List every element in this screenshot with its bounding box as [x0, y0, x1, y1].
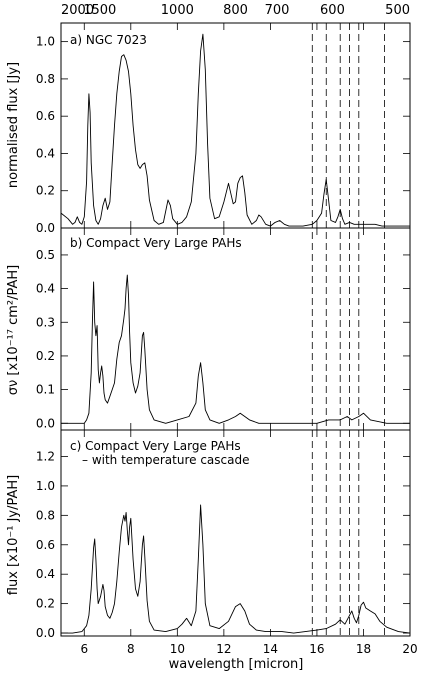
panel-b-ytick-label: 0.2 — [36, 349, 55, 363]
panel-a-ytick-label: 0.8 — [36, 72, 55, 86]
panel-a-ytick-label: 0.2 — [36, 184, 55, 198]
panel-b-ytick-label: 0.0 — [36, 416, 55, 430]
panel-c-label: c) Compact Very Large PAHs — [70, 439, 241, 453]
panel-a-ticks: 0.0 0.2 0.4 0.6 0.8 1.0 — [36, 23, 411, 235]
panel-c-ticks: 0.0 0.2 0.4 0.6 0.8 1.0 1.2 — [36, 430, 411, 640]
x-tick-label: 14 — [263, 642, 278, 656]
panel-c-ytick-label: 0.0 — [36, 626, 55, 640]
panel-a-ytick-label: 0.4 — [36, 146, 55, 160]
panel-c-ylabel: flux [x10⁻¹ Jy/PAH] — [6, 475, 21, 595]
panel-c-ytick-label: 0.8 — [36, 508, 55, 522]
panel-c-ytick-label: 0.4 — [36, 567, 55, 581]
panel-b-label: b) Compact Very Large PAHs — [70, 236, 242, 250]
top-axis-tick-label: 1500 — [83, 3, 116, 18]
panel-c-cascade-flux-line — [61, 504, 411, 634]
panel-b-ytick-label: 0.1 — [36, 383, 55, 397]
x-tick-label: 8 — [127, 642, 135, 656]
panel-c-ytick-label: 1.2 — [36, 449, 55, 463]
panel-b-ytick-label: 0.4 — [36, 282, 55, 296]
panel-b-ylabel: σν [x10⁻¹⁷ cm²/PAH] — [6, 265, 21, 396]
panel-c-frame — [60, 429, 411, 637]
panel-a-ytick-label: 1.0 — [36, 35, 55, 49]
x-tick-label: 18 — [356, 642, 371, 656]
panel-b-frame — [60, 227, 411, 431]
panel-c-ytick-label: 0.2 — [36, 597, 55, 611]
x-tick-label: 16 — [309, 642, 324, 656]
top-axis-tick-label: 800 — [223, 3, 248, 18]
panel-c-temperature-cascade: 0.0 0.2 0.4 0.6 0.8 1.0 1.2 c) Compact Very La… — [6, 429, 411, 640]
top-axis-tick-label: 600 — [320, 3, 345, 18]
panel-a-frame — [60, 22, 411, 229]
bottom-x-tick-labels: 6 8 10 12 14 16 18 20 — [80, 642, 417, 656]
panel-a-ytick-label: 0.6 — [36, 109, 55, 123]
panel-c-ytick-label: 0.6 — [36, 538, 55, 552]
dashed-line-markers — [311, 23, 385, 636]
top-axis-tick-label: 700 — [265, 3, 290, 18]
panel-b-ytick-label: 0.3 — [36, 315, 55, 329]
panel-a-ytick-label: 0.0 — [36, 221, 55, 235]
top-axis-tick-label: 2000 — [61, 3, 94, 18]
panel-b-ticks: 0.0 0.1 0.2 0.3 0.4 0.5 — [36, 228, 411, 430]
panel-a-spectrum-line — [60, 33, 410, 227]
x-axis-label: wavelength [micron] — [169, 657, 304, 672]
x-tick-label: 20 — [402, 642, 417, 656]
top-axis-tick-label: 1000 — [161, 3, 194, 18]
panel-a-label: a) NGC 7023 — [70, 33, 147, 47]
panel-b-cross-section-line — [61, 274, 410, 424]
top-axis-tick-label: 500 — [385, 3, 410, 18]
panel-c-ytick-label: 1.0 — [36, 479, 55, 493]
panel-a-ylabel: normalised flux [Jy] — [6, 62, 21, 188]
x-tick-label: 10 — [170, 642, 185, 656]
x-tick-label: 12 — [216, 642, 231, 656]
panel-c-label-line2: – with temperature cascade — [82, 453, 249, 467]
x-tick-label: 6 — [80, 642, 88, 656]
panel-b-ytick-label: 0.5 — [36, 248, 55, 262]
panel-a-ngc7023: 0.0 0.2 0.4 0.6 0.8 1.0 a) NGC 7023 normalise… — [6, 22, 411, 235]
